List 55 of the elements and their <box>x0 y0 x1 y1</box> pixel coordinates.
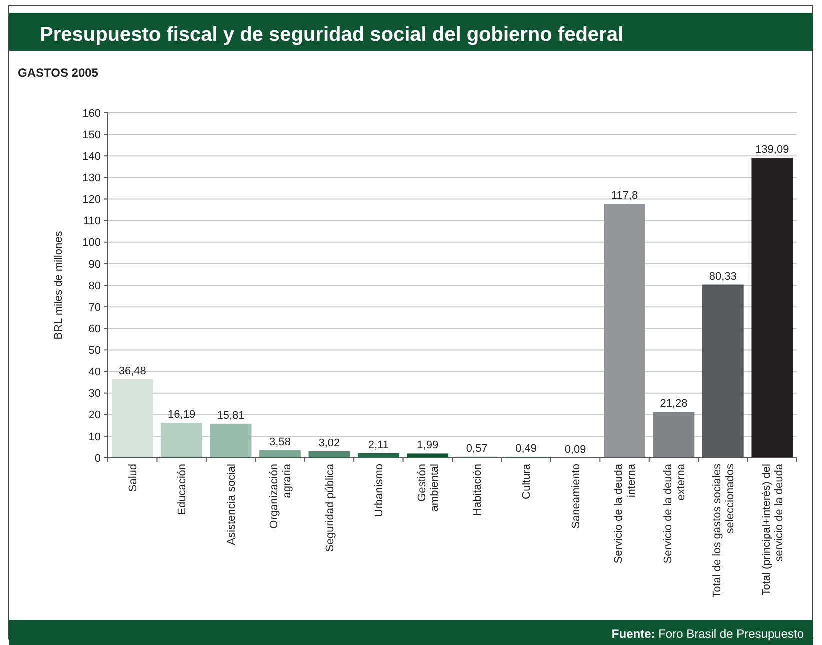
bar <box>112 379 154 458</box>
data-label: 3,02 <box>318 437 340 450</box>
data-label: 21,28 <box>660 398 688 410</box>
y-tick-label: 160 <box>82 108 101 120</box>
y-tick-label: 0 <box>94 452 101 465</box>
x-tick-label: Educación <box>176 464 189 516</box>
data-label: 0,49 <box>516 442 538 455</box>
y-tick-label: 30 <box>88 388 101 400</box>
data-label: 3,58 <box>270 436 291 448</box>
data-label: 1,99 <box>417 440 439 452</box>
y-tick-label: 70 <box>88 302 101 314</box>
y-tick-label: 50 <box>88 345 101 358</box>
x-tick-label: Habitación <box>472 464 484 516</box>
data-label: 15,81 <box>217 410 245 422</box>
source-note: Fuente: Foro Brasil de Presupuesto <box>612 627 804 641</box>
y-tick-label: 40 <box>88 366 101 379</box>
data-label: 117,8 <box>611 190 638 202</box>
x-tick-label: Servicio de la deuda interna <box>613 463 638 564</box>
bar <box>210 424 252 458</box>
data-label: 139,09 <box>756 144 790 156</box>
bar <box>407 454 449 458</box>
x-tick-label: Salud <box>127 464 140 492</box>
y-tick-label: 60 <box>88 323 101 336</box>
y-tick-label: 100 <box>82 237 101 250</box>
y-tick-label: 20 <box>88 410 101 422</box>
y-tick-label: 120 <box>82 194 101 206</box>
bar <box>653 412 695 458</box>
data-label: 0,09 <box>564 444 586 456</box>
y-tick-label: 140 <box>82 150 101 163</box>
data-label: 80,33 <box>709 270 737 283</box>
bar <box>752 158 794 458</box>
bar <box>260 450 301 458</box>
y-tick-label: 150 <box>82 129 101 142</box>
data-label: 16,19 <box>168 409 196 422</box>
x-tick-label: Gestión ambiental <box>416 464 442 512</box>
y-tick-label: 90 <box>88 258 101 271</box>
y-tick-label: 130 <box>82 172 101 185</box>
x-tick-label: Organización agraria <box>268 463 294 529</box>
bar <box>161 423 202 458</box>
bar <box>604 204 646 458</box>
bar <box>308 451 350 458</box>
x-tick-label: Asistencia social <box>226 464 238 546</box>
y-tick-label: 10 <box>88 431 101 444</box>
x-tick-label: Seguridad pública <box>324 463 336 552</box>
x-tick-label: Saneamiento <box>570 464 582 529</box>
x-tick-label: Urbanismo <box>374 464 386 518</box>
chart-title: Presupuesto fiscal y de seguridad social del gobierno federal <box>40 24 624 46</box>
chart-subtitle: GASTOS 2005 <box>18 66 99 80</box>
y-tick-label: 80 <box>88 280 101 292</box>
data-label: 0,57 <box>466 442 488 455</box>
y-tick-label: 110 <box>83 216 101 228</box>
data-label: 2,11 <box>368 439 389 452</box>
x-tick-label: Cultura <box>521 463 534 500</box>
data-label: 36,48 <box>118 365 146 378</box>
y-axis-title: BRL miles de millones <box>53 230 65 340</box>
